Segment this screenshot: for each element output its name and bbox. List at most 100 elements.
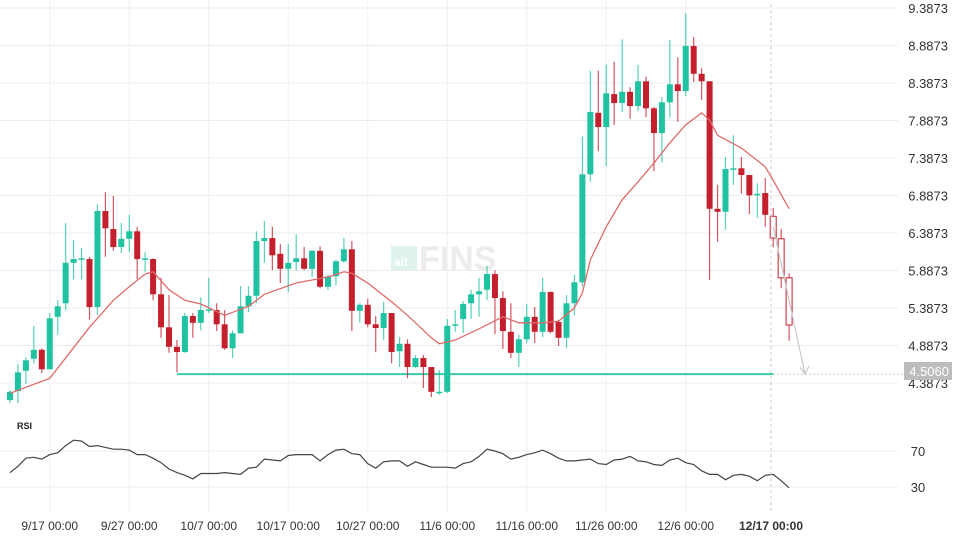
candle [714,184,721,242]
candle-body [317,250,324,287]
candle [332,259,339,286]
candle-body [86,259,93,308]
price-tick-label: 6.3873 [908,226,948,241]
candle-body [181,316,188,353]
price-tick-label: 9.3873 [908,1,948,16]
projection-arrow-line [772,226,806,375]
candle [348,241,355,332]
candle-body [118,238,125,248]
candle [754,183,761,218]
time-tick-label: 11/16 00:00 [495,519,558,533]
candle-body [293,258,300,263]
candle [690,37,697,83]
candle-body [372,324,379,329]
time-axis[interactable]: 9/17 00:00 9/27 00:00 10/7 00:00 10/17 00:0… [21,519,714,533]
candle [22,357,29,385]
candle [150,258,157,301]
candle [579,136,586,287]
candle-body [484,274,490,290]
candle-body [46,318,53,370]
candle-body [515,339,522,353]
arrowhead-icon [799,365,810,376]
candle [181,313,188,353]
candle-body [197,310,204,323]
candle-body [547,292,554,332]
candle-body [539,292,546,332]
candle [658,97,665,163]
candle [213,303,220,332]
candle [173,340,180,373]
candle-body [706,81,713,209]
candle [356,303,363,323]
candle-body [523,316,530,340]
candle-body [78,258,85,260]
candle-body [189,316,196,323]
candle [777,229,785,289]
candle-body [396,343,403,352]
time-tick-label: 11/26 00:00 [575,519,638,533]
candle [762,178,769,227]
candle-body [309,250,316,269]
candle [460,301,467,334]
candle-body [7,391,13,401]
candle [619,39,626,113]
candle [166,295,172,353]
candle-body [666,84,673,103]
candle-body [420,358,427,368]
crosshair-date-label: 12/17 00:00 [739,519,803,533]
candle-body [14,372,21,392]
candle-body [682,46,689,92]
candle [189,313,196,338]
candle-body [229,333,236,349]
time-tick-label: 9/27 00:00 [101,519,158,533]
candle [372,316,379,353]
candle-body [166,327,172,347]
candle-body [579,174,586,283]
candle-body [452,324,459,326]
candle-body [62,262,69,304]
time-tick-label: 12/6 00:00 [657,519,714,533]
rsi-panel: 70 30 [0,439,925,495]
candle [587,70,594,182]
candle [364,298,371,328]
candle-body [491,274,498,299]
candle [507,303,514,359]
candle-body [595,112,602,128]
candle-body [643,81,649,109]
candle [197,297,204,331]
candle-body [444,325,451,392]
price-tick-label: 6.8873 [908,189,948,204]
candle-body [94,211,101,308]
candle [118,223,125,254]
candle-body [269,238,276,256]
candle [650,106,657,172]
candle [785,273,793,341]
rsi-line [9,439,790,489]
candle [229,330,236,359]
candle [563,295,570,349]
candle-body [603,93,610,128]
price-axis[interactable]: 9.3873 8.8873 8.3873 7.8873 7.3873 6.8873 6.38… [908,1,948,391]
projection-arrow-group [772,226,810,376]
candle [436,370,443,395]
candle-body [412,358,419,368]
candle-body [635,81,642,107]
candle [142,252,149,272]
time-tick-label: 10/17 00:00 [257,519,321,533]
candle-body [102,211,109,229]
watermark-fins: FINS [419,240,496,278]
candle-body [221,324,228,349]
candle-body [237,306,244,334]
candle [428,367,435,398]
candle-body [54,306,61,317]
candle [269,226,276,271]
price-tick-label: 7.3873 [908,151,948,166]
candle-body [261,238,268,242]
price-tick-label: 7.8873 [908,114,948,129]
candle-body [134,231,141,260]
candle-body [650,108,657,134]
candle-body [364,304,371,325]
candle [635,64,642,112]
candle [420,355,427,389]
